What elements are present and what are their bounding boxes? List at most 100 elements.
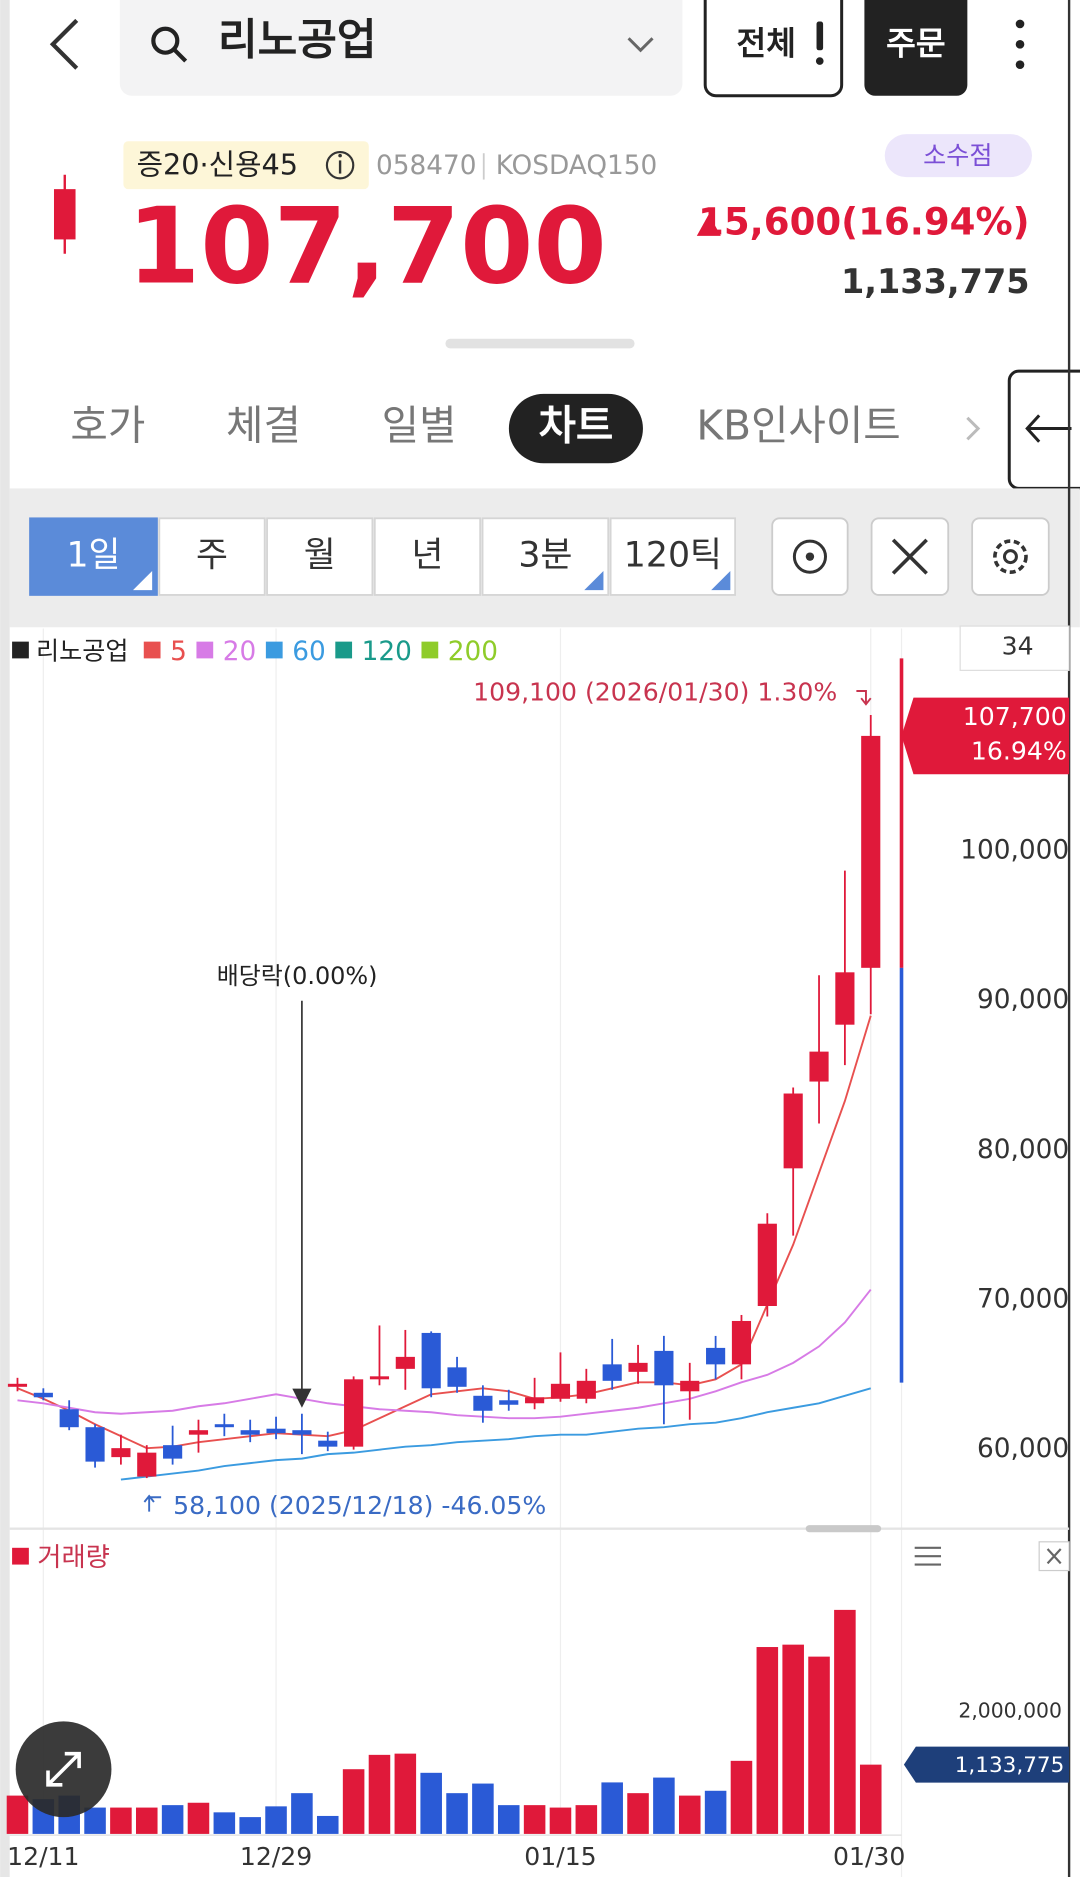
candle-body: [499, 1400, 519, 1405]
period-button[interactable]: [158, 517, 266, 596]
high-annotation-arrow: [856, 690, 872, 706]
back-button[interactable]: [49, 18, 79, 70]
menu-dot[interactable]: [1015, 19, 1025, 29]
trade-volume: 1,133,775: [841, 262, 1030, 301]
count-label: 34: [1002, 632, 1034, 661]
volume-bar: [549, 1807, 572, 1834]
volume-bar: [523, 1805, 546, 1834]
candle-body: [240, 1430, 260, 1435]
search-icon-handle: [172, 47, 188, 63]
candle-body: [628, 1362, 648, 1372]
volume-bar: [678, 1795, 701, 1834]
volume-bar: [368, 1754, 391, 1834]
volume-bar: [601, 1782, 623, 1834]
candle-body: [395, 1356, 415, 1369]
candle-body: [447, 1367, 467, 1387]
crosshair-dot: [805, 552, 815, 561]
count-box: [959, 625, 1070, 671]
volume-bar: [420, 1772, 442, 1834]
all-button-label: 전체: [737, 24, 796, 62]
volume-tick-label: 2,000,000: [958, 1699, 1062, 1723]
chart-tool-button[interactable]: [971, 517, 1050, 596]
period-button[interactable]: [609, 517, 737, 596]
volume-tag-value: 1,133,775: [955, 1753, 1065, 1778]
tab-active-pill[interactable]: [508, 393, 643, 464]
period-button[interactable]: [266, 517, 374, 596]
volume-bar: [627, 1793, 649, 1834]
alert-icon-bar: [816, 21, 824, 51]
tab[interactable]: 호가: [70, 402, 145, 450]
period-button[interactable]: [481, 517, 610, 596]
candle-body: [188, 1430, 209, 1435]
tab[interactable]: 체결: [226, 402, 301, 450]
order-button[interactable]: [864, 0, 968, 96]
candle-body: [292, 1430, 312, 1435]
volume-bar: [834, 1609, 856, 1834]
search-text: 리노공업: [218, 16, 377, 66]
legend-swatch: [421, 641, 439, 659]
margin-badge: [123, 141, 369, 190]
candle-body: [344, 1379, 364, 1447]
info-icon[interactable]: [325, 150, 355, 180]
tab[interactable]: KB인사이트: [696, 402, 900, 450]
period-button[interactable]: [29, 517, 158, 596]
volume-bar: [110, 1807, 132, 1834]
settings-icon-hole: [1002, 549, 1018, 565]
volume-bar: [756, 1647, 779, 1834]
tab-more[interactable]: [966, 416, 981, 441]
volume-bar: [161, 1805, 184, 1834]
search-icon: [151, 26, 180, 55]
alert-icon-dot: [815, 57, 824, 65]
price-candle-body: [53, 189, 76, 240]
tab[interactable]: 차트: [538, 402, 613, 450]
period-label: 년: [412, 536, 444, 576]
period-button[interactable]: [373, 517, 482, 596]
menu-dot[interactable]: [1015, 60, 1025, 69]
stock-code: 058470: [376, 151, 477, 181]
margin-text: 증20·신용45: [137, 147, 298, 181]
volume-bar: [239, 1817, 261, 1834]
candle-body: [731, 1320, 752, 1365]
price-tag: [901, 697, 1070, 775]
candle-body: [266, 1428, 286, 1434]
left-edge: [0, 0, 10, 1877]
volume-legend-label: 거래량: [37, 1543, 110, 1573]
volume-bar: [213, 1812, 236, 1834]
search-box[interactable]: [119, 0, 683, 96]
candle-body: [835, 972, 855, 1025]
candle-body: [421, 1332, 441, 1389]
menu-dot[interactable]: [1015, 39, 1025, 49]
candle-body: [576, 1380, 596, 1399]
all-button[interactable]: [703, 0, 844, 98]
period-corner: [711, 571, 731, 591]
draw-tool-icon: [891, 538, 928, 575]
period-label: 120틱: [624, 536, 722, 576]
volume-bar: [342, 1769, 365, 1834]
tab[interactable]: 일별: [382, 402, 457, 450]
candle-body: [757, 1223, 777, 1306]
period-corner: [132, 571, 153, 591]
volume-bar: [135, 1807, 158, 1834]
legend-swatch: [196, 641, 214, 659]
legend-label: 리노공업: [36, 636, 128, 665]
scroll-indicator: [805, 1525, 882, 1533]
period-corner: [584, 571, 604, 591]
candle-body: [33, 1392, 53, 1398]
candle-body: [85, 1427, 105, 1462]
market: KOSDAQ150: [496, 151, 658, 181]
candle-body: [783, 1093, 803, 1169]
moving-average-line: [120, 1387, 872, 1481]
volume-bar: [782, 1644, 804, 1834]
x-tick-label: 01/30: [833, 1842, 905, 1871]
candle-body: [550, 1383, 571, 1399]
candle-body: [654, 1350, 674, 1386]
y-tick-label: 100,000: [960, 836, 1069, 866]
order-button-label: 주문: [886, 24, 945, 62]
decimal-button[interactable]: [884, 134, 1032, 178]
y-tick-label: 60,000: [977, 1434, 1069, 1464]
legend-swatch: [143, 641, 161, 659]
candle-body: [318, 1440, 338, 1447]
volume-bar: [316, 1815, 339, 1834]
candle-body: [809, 1051, 829, 1082]
